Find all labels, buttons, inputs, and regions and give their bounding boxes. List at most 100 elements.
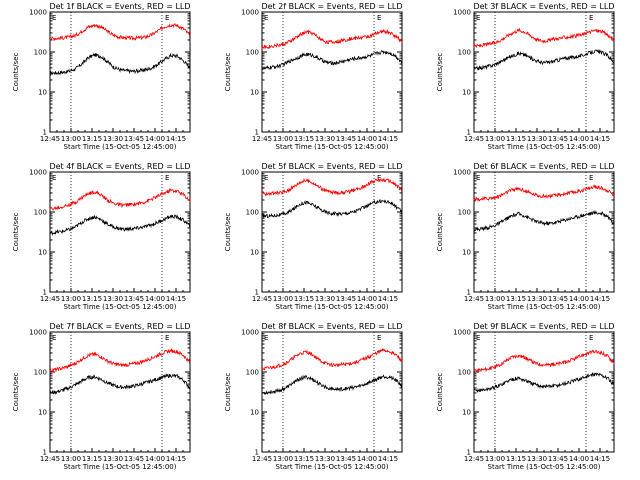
x-tick-label: 13:45 [336, 295, 356, 303]
x-tick-label: 14:15 [378, 135, 398, 143]
events-series-line [49, 373, 191, 396]
x-tick-label: 13:30 [315, 135, 335, 143]
events-series-line [473, 371, 615, 393]
x-tick-label: 13:15 [506, 295, 526, 303]
y-tick-label: 10 [250, 249, 259, 257]
chart-panel-3: Det 3f BLACK = Events, RED = LLD E E 1 10 100… [436, 2, 615, 151]
x-tick-label: 14:00 [145, 455, 165, 463]
e-marker: E [476, 334, 480, 342]
y-tick-label: 1000 [241, 169, 259, 177]
x-tick-label: 14:00 [145, 295, 165, 303]
y-axis-label: Counts/sec [436, 373, 444, 412]
x-tick-label: 13:15 [294, 295, 314, 303]
chart-panel-7: Det 7f BLACK = Events, RED = LLD E E 1 10 100… [12, 322, 191, 471]
events-series-line [262, 374, 403, 396]
e-marker: E [377, 334, 381, 342]
y-tick-label: 10 [38, 409, 47, 417]
y-tick-label: 1000 [29, 169, 47, 177]
x-tick-label: 13:15 [82, 135, 102, 143]
x-tick-label: 12:45 [40, 135, 60, 143]
chart-panel-4: Det 4f BLACK = Events, RED = LLD E E 1 10 100… [12, 162, 191, 311]
x-tick-label: 13:15 [294, 135, 314, 143]
chart-title: Det 8f BLACK = Events, RED = LLD [261, 322, 402, 331]
x-tick-label: 14:15 [378, 295, 398, 303]
y-tick-label: 1 [255, 129, 259, 137]
lld-series-line [261, 28, 403, 50]
lld-series-line [473, 349, 615, 374]
x-tick-label: 14:00 [569, 295, 589, 303]
x-tick-label: 14:15 [166, 295, 186, 303]
y-tick-label: 100 [458, 49, 471, 57]
x-tick-label: 13:45 [124, 455, 144, 463]
x-tick-label: 13:00 [273, 455, 293, 463]
x-tick-label: 14:00 [569, 135, 589, 143]
x-tick-label: 13:30 [527, 135, 547, 143]
x-tick-label: 13:15 [294, 455, 314, 463]
y-tick-label: 1000 [241, 9, 259, 17]
x-tick-label: 14:00 [569, 455, 589, 463]
x-tick-label: 13:30 [315, 295, 335, 303]
x-tick-label: 13:30 [103, 295, 123, 303]
e-marker: E [52, 14, 56, 22]
x-tick-label: 13:00 [61, 455, 81, 463]
x-tick-label: 12:45 [464, 135, 484, 143]
y-tick-label: 1 [43, 129, 47, 137]
x-tick-label: 14:00 [145, 135, 165, 143]
x-tick-label: 12:45 [464, 295, 484, 303]
chart-title: Det 6f BLACK = Events, RED = LLD [473, 162, 614, 171]
x-tick-label: 13:45 [548, 135, 568, 143]
e-marker: E [52, 174, 56, 182]
e-marker: E [476, 174, 480, 182]
chart-title: Det 1f BLACK = Events, RED = LLD [49, 2, 190, 11]
x-tick-label: 13:15 [506, 455, 526, 463]
chart-title: Det 2f BLACK = Events, RED = LLD [261, 2, 402, 11]
e-marker: E [165, 14, 169, 22]
x-tick-label: 13:45 [124, 135, 144, 143]
e-marker: E [52, 334, 56, 342]
x-tick-label: 12:45 [252, 455, 272, 463]
y-tick-label: 10 [250, 409, 259, 417]
x-axis-label: Start Time (15-Oct-05 12:45:00) [64, 463, 177, 471]
x-tick-label: 13:00 [485, 295, 505, 303]
e-marker: E [589, 174, 593, 182]
chart-panel-6: Det 6f BLACK = Events, RED = LLD E E 1 10 100… [436, 162, 615, 311]
x-tick-label: 14:15 [590, 455, 610, 463]
chart-panel-1: Det 1f BLACK = Events, RED = LLD E E 1 10 100… [12, 2, 191, 151]
y-axis-label: Counts/sec [224, 373, 232, 412]
chart-title: Det 9f BLACK = Events, RED = LLD [473, 322, 614, 331]
chart-panel-5: Det 5f BLACK = Events, RED = LLD E E 1 10 100… [224, 162, 403, 311]
lld-series-line [473, 184, 615, 202]
x-tick-label: 12:45 [252, 135, 272, 143]
e-marker: E [377, 174, 381, 182]
y-tick-label: 100 [246, 369, 259, 377]
chart-panel-8: Det 8f BLACK = Events, RED = LLD E E 1 10 100… [224, 322, 403, 471]
x-tick-label: 12:45 [464, 455, 484, 463]
lld-series-line [49, 23, 191, 42]
y-tick-label: 100 [458, 209, 471, 217]
x-tick-label: 12:45 [40, 295, 60, 303]
y-tick-label: 1000 [241, 329, 259, 337]
chart-title: Det 7f BLACK = Events, RED = LLD [49, 322, 190, 331]
y-axis-label: Counts/sec [436, 53, 444, 92]
x-tick-label: 13:30 [527, 295, 547, 303]
x-tick-label: 13:00 [61, 135, 81, 143]
e-marker: E [264, 334, 268, 342]
x-tick-label: 14:15 [166, 135, 186, 143]
x-tick-label: 13:45 [336, 135, 356, 143]
x-tick-label: 14:00 [357, 295, 377, 303]
y-tick-label: 1000 [453, 329, 471, 337]
x-tick-label: 13:15 [506, 135, 526, 143]
y-tick-label: 10 [38, 89, 47, 97]
chart-title: Det 3f BLACK = Events, RED = LLD [473, 2, 614, 11]
x-tick-label: 13:00 [485, 455, 505, 463]
x-tick-label: 13:30 [103, 455, 123, 463]
e-marker: E [264, 14, 268, 22]
y-axis-label: Counts/sec [436, 213, 444, 252]
events-series-line [49, 214, 191, 236]
x-axis-label: Start Time (15-Oct-05 12:45:00) [276, 143, 389, 151]
x-tick-label: 14:00 [357, 455, 377, 463]
chart-title: Det 4f BLACK = Events, RED = LLD [49, 162, 190, 171]
y-tick-label: 1 [43, 289, 47, 297]
